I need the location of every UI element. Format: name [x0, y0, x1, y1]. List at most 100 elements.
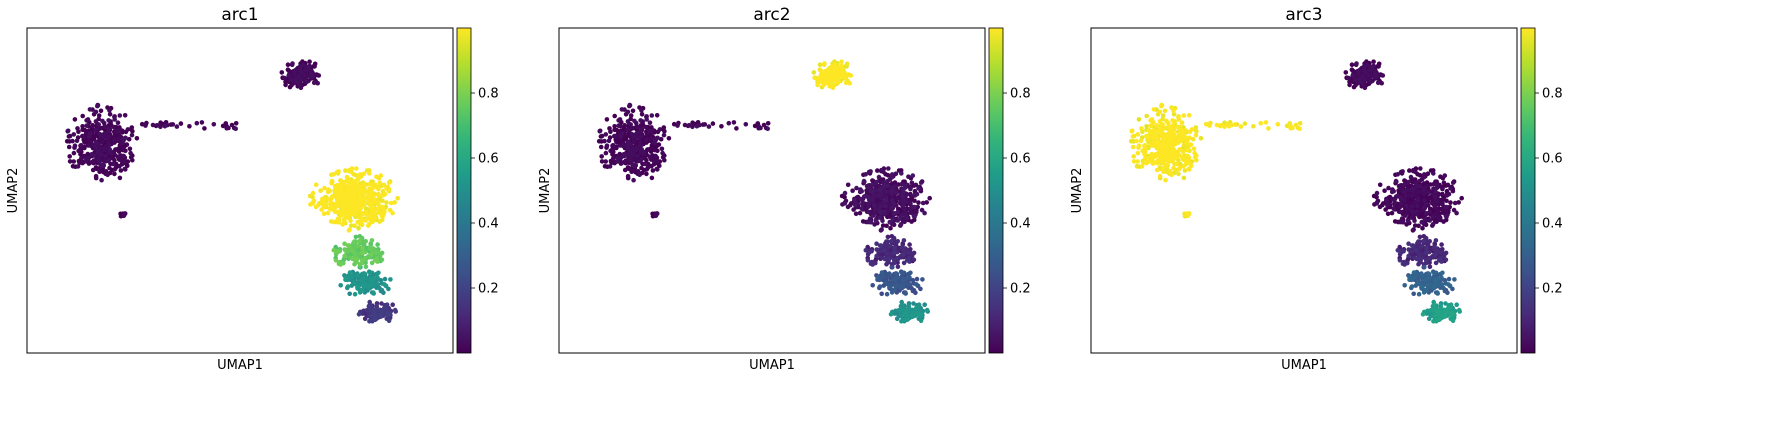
cell-point: [1177, 147, 1182, 152]
cell-point: [1136, 117, 1142, 122]
cell-point: [913, 305, 919, 311]
cell-point: [1140, 148, 1145, 154]
cell-point: [66, 134, 72, 139]
cell-point: [893, 271, 899, 276]
cell-point: [909, 285, 914, 291]
cell-point: [366, 285, 371, 290]
cell-point: [596, 139, 602, 144]
cell-point: [843, 80, 849, 86]
cell-point: [675, 123, 680, 128]
cell-point: [911, 213, 917, 219]
panel-arc3: arc3 UMAP1 UMAP2 0.2 0.4 0.6 0.8: [1070, 5, 1563, 373]
cell-point: [1409, 243, 1415, 248]
cell-point: [86, 143, 91, 148]
cell-point: [874, 179, 879, 185]
cell-point: [304, 79, 310, 85]
cell-point: [382, 191, 388, 197]
cell-point: [103, 153, 108, 159]
cell-point: [1444, 193, 1450, 198]
cell-point: [1422, 217, 1428, 222]
cell-point: [892, 250, 897, 255]
cell-point: [1432, 203, 1438, 208]
axes-frame: [558, 27, 986, 354]
cell-point: [1188, 142, 1194, 147]
cell-point: [1412, 218, 1417, 223]
cell-point: [650, 168, 656, 173]
cell-point: [1170, 123, 1175, 128]
cell-point: [1428, 307, 1434, 313]
cell-point: [1160, 166, 1166, 171]
cell-point: [1410, 204, 1415, 209]
cell-point: [603, 132, 609, 137]
cell-point: [98, 146, 103, 151]
cell-point: [343, 168, 348, 173]
cell-point: [1160, 113, 1166, 118]
cell-point: [1154, 167, 1160, 173]
cell-point: [694, 123, 700, 129]
cell-point: [661, 132, 667, 138]
colorbar-tick-label: 0.6: [1542, 152, 1563, 167]
cell-point: [884, 189, 889, 194]
cell-point: [362, 188, 367, 194]
colorbar-frame: [1520, 27, 1536, 354]
colorbar-frame: [456, 27, 472, 354]
cell-point: [379, 257, 385, 263]
cell-point: [1418, 166, 1423, 171]
cell-point: [879, 291, 884, 297]
cell-point: [1416, 251, 1422, 256]
cell-point: [376, 193, 382, 198]
cell-point: [1440, 186, 1445, 192]
cell-point: [378, 205, 383, 210]
cell-point: [631, 152, 636, 157]
cell-point: [639, 147, 644, 152]
cell-point: [369, 207, 375, 212]
cell-point: [376, 210, 382, 215]
cell-point: [604, 143, 610, 148]
cell-point: [1290, 125, 1295, 131]
cell-point: [912, 204, 917, 210]
cell-point: [226, 125, 231, 131]
cell-point: [371, 290, 376, 295]
cell-point: [907, 275, 912, 280]
cell-point: [113, 147, 118, 152]
cell-point: [900, 245, 905, 250]
cell-point: [644, 131, 650, 137]
cell-point: [898, 285, 903, 290]
cell-point: [1361, 68, 1367, 73]
cell-point: [910, 173, 916, 178]
cell-point: [901, 189, 906, 195]
cell-point: [347, 185, 353, 191]
cell-point: [1385, 202, 1390, 208]
cell-point: [893, 276, 898, 281]
cell-point: [310, 201, 316, 206]
cell-point: [875, 275, 880, 280]
cell-point: [852, 197, 857, 203]
cell-point: [1347, 82, 1352, 88]
cell-point: [1174, 161, 1180, 167]
cell-point: [373, 282, 378, 287]
cell-point: [731, 120, 737, 125]
cell-point: [126, 136, 132, 142]
cell-point: [900, 203, 906, 208]
x-axis-label: UMAP1: [1281, 358, 1327, 373]
colorbar-tick-label: 0.8: [1010, 87, 1031, 102]
cell-point: [1385, 211, 1391, 217]
cell-point: [1377, 182, 1383, 188]
cell-point: [752, 123, 758, 129]
cell-point: [381, 305, 387, 311]
cell-point: [623, 135, 628, 140]
cell-point: [901, 238, 907, 243]
cell-point: [95, 103, 101, 108]
cell-point: [1440, 270, 1445, 276]
cell-point: [628, 158, 634, 164]
cell-point: [906, 174, 911, 179]
cell-point: [1423, 287, 1429, 293]
cell-point: [758, 125, 763, 131]
cell-point: [1375, 80, 1381, 86]
cell-point: [1185, 213, 1191, 219]
cell-point: [1159, 103, 1165, 108]
cell-point: [1180, 155, 1185, 160]
cell-point: [734, 126, 739, 131]
cell-point: [282, 75, 288, 81]
cell-point: [629, 125, 635, 131]
